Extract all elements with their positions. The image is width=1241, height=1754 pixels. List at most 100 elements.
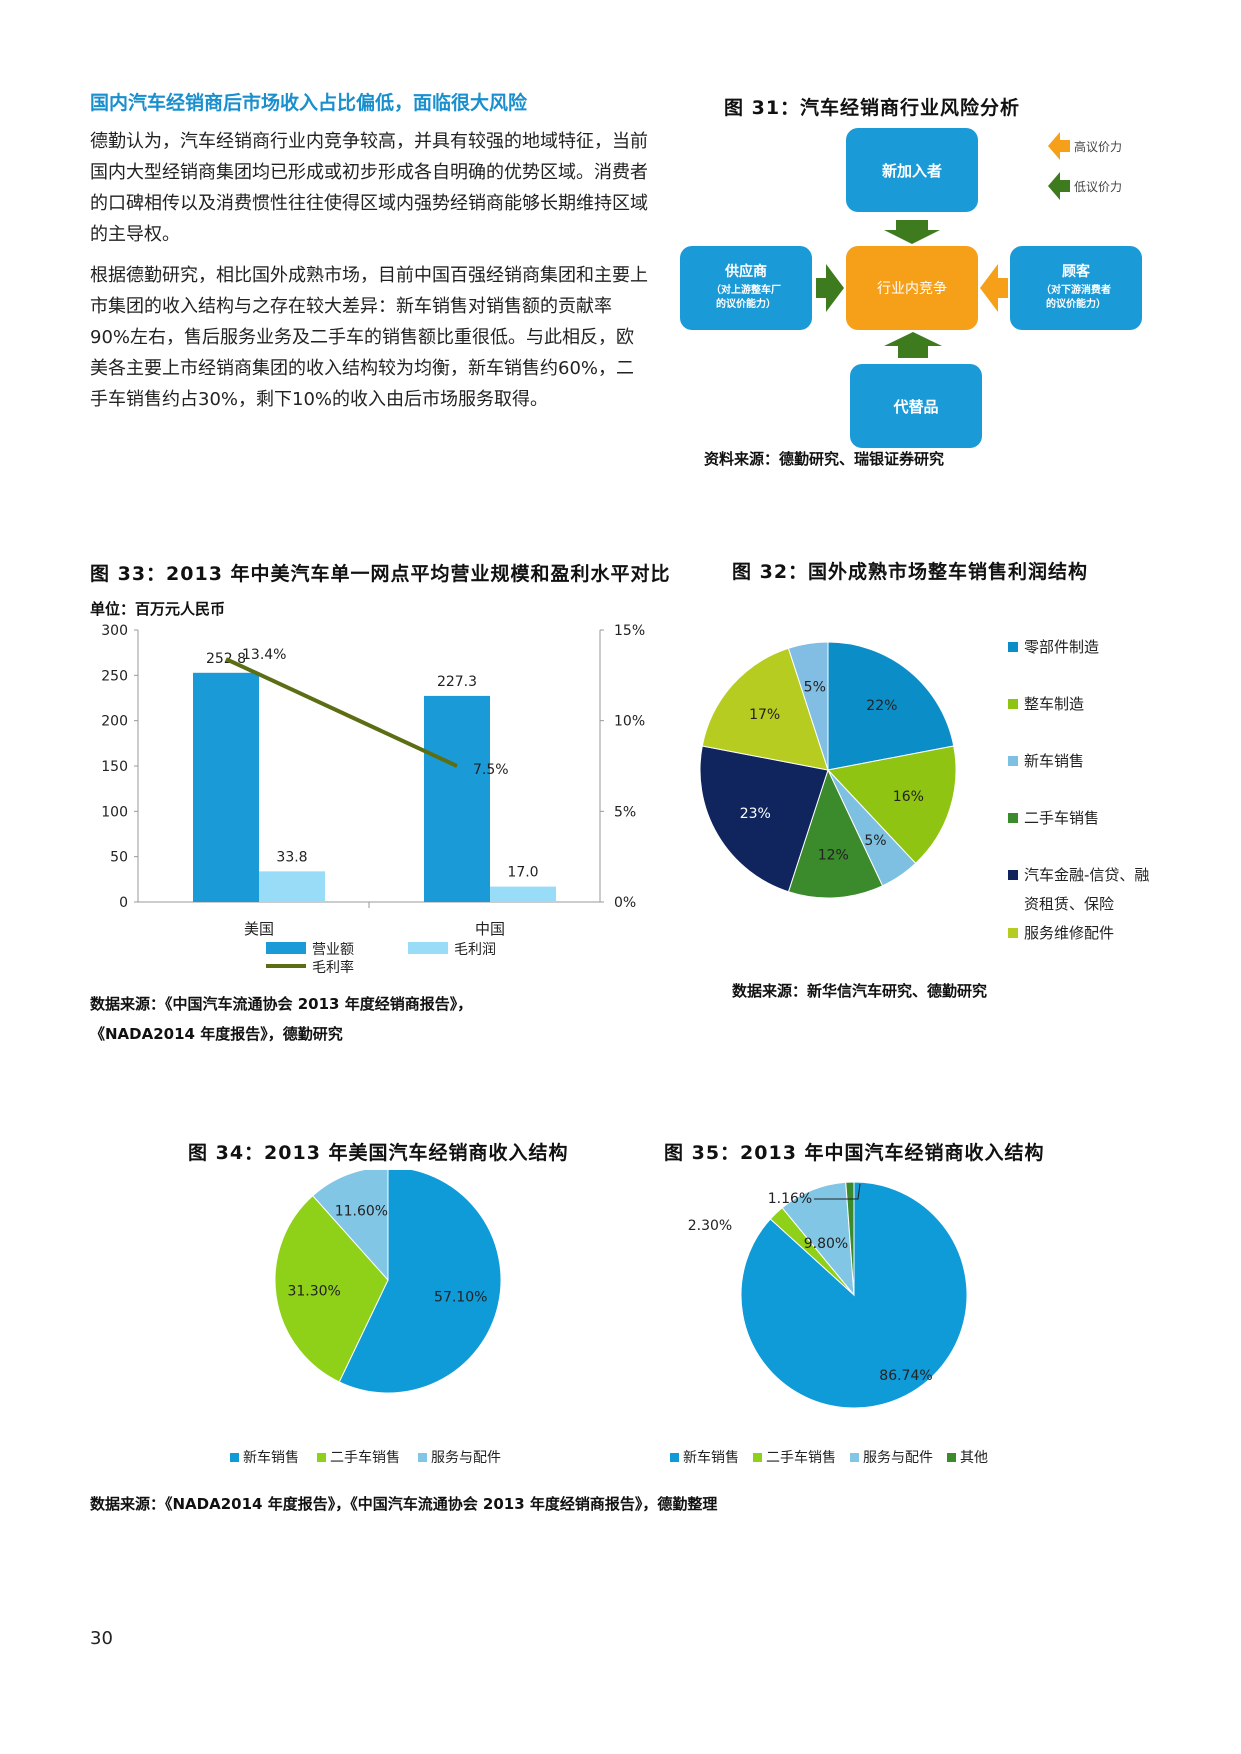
pie-label: 57.10% <box>434 1289 487 1305</box>
legend-swatch <box>670 1453 679 1462</box>
pie-slice <box>845 1181 855 1296</box>
y2-tick-label: 10% <box>614 714 645 730</box>
fig34-chart: 57.10% 31.30% 11.60% 新车销售 二手车销售 服务与配件 <box>230 1170 502 1466</box>
box-new-entrants <box>846 128 978 212</box>
y-tick-label: 300 <box>101 623 128 639</box>
paragraph-2: 根据德勤研究，相比国外成熟市场，目前中国百强经销商集团和主要上市集团的收入结构与… <box>90 265 648 410</box>
svg-text:顾客: 顾客 <box>1062 263 1091 280</box>
legend-swatch <box>1008 928 1018 938</box>
box-competition <box>846 246 978 330</box>
bar-revenue <box>424 695 490 902</box>
legend-label-margin: 毛利率 <box>312 959 354 976</box>
legend-swatch <box>230 1453 239 1462</box>
pie-label: 1.16% <box>768 1191 812 1207</box>
bar-label: 227.3 <box>437 674 477 690</box>
legend-swatch <box>1008 813 1018 823</box>
pie-label: 11.60% <box>335 1203 388 1219</box>
text-competition: 行业内竞争 <box>877 280 947 297</box>
pie-label: 9.80% <box>804 1236 848 1252</box>
legend-label: 整车制造 <box>1024 695 1084 713</box>
category-label: 美国 <box>244 920 274 938</box>
legend-low-arrow-icon <box>1048 172 1070 200</box>
legend-swatch <box>753 1453 762 1462</box>
fig33-source-2: 《NADA2014 年度报告》，德勤研究 <box>90 1025 343 1043</box>
category-label: 中国 <box>475 920 505 938</box>
legend-label: 新车销售 <box>1024 752 1084 770</box>
bar-label: 33.8 <box>276 849 307 865</box>
svg-text:的议价能力）: 的议价能力） <box>716 297 776 310</box>
fig35-title: 图 35：2013 年中国汽车经销商收入结构 <box>664 1142 1045 1164</box>
fig35-chart: 86.74% 2.30% 9.80% 1.16% 新车销售 二手车销售 服务与配件 其他 <box>670 1181 988 1466</box>
bar-label: 17.0 <box>507 865 538 881</box>
fig32-source: 数据来源：新华信汽车研究、德勤研究 <box>732 982 988 1000</box>
fig34-title: 图 34：2013 年美国汽车经销商收入结构 <box>188 1142 569 1164</box>
legend-label: 服务维修配件 <box>1024 924 1114 942</box>
fig33-chart: 0501001502002503000%5%10%15%252.833.8美国2… <box>101 623 645 976</box>
box-customers <box>1010 246 1142 330</box>
arrow-up-icon <box>884 332 942 358</box>
bottom-source: 数据来源：《NADA2014 年度报告》，《中国汽车流通协会 2013 年度经销… <box>90 1495 718 1513</box>
y2-tick-label: 15% <box>614 623 645 639</box>
legend-swatch <box>850 1453 859 1462</box>
legend-high-arrow-icon <box>1048 132 1070 160</box>
legend-swatch <box>1008 870 1018 880</box>
bar-profit <box>490 886 556 902</box>
y-tick-label: 250 <box>101 668 128 684</box>
pie-label: 5% <box>804 680 826 696</box>
leader-line <box>814 1183 861 1200</box>
pie-label: 5% <box>864 833 886 849</box>
fig33-unit: 单位：百万元人民币 <box>90 600 226 618</box>
legend-label: 二手车销售 <box>766 1449 836 1466</box>
pie-label: 17% <box>749 707 780 723</box>
pie-label: 86.74% <box>879 1368 932 1384</box>
legend-label: 资租赁、保险 <box>1024 895 1114 913</box>
y-tick-label: 0 <box>119 895 128 911</box>
pie-label: 16% <box>893 789 924 805</box>
line-label: 7.5% <box>473 762 509 778</box>
pie-label: 22% <box>866 698 897 714</box>
paragraph-1: 德勤认为，汽车经销商行业内竞争较高，并具有较强的地域特征，当前国内大型经销商集团… <box>90 131 648 245</box>
body-text: 德勤认为，汽车经销商行业内竞争较高，并具有较强的地域特征，当前国内大型经销商集团… <box>90 126 650 425</box>
pie-slice <box>274 1195 389 1383</box>
legend-label: 新车销售 <box>683 1449 739 1466</box>
fig31-title: 图 31：汽车经销商行业风险分析 <box>724 97 1021 119</box>
legend-label: 服务与配件 <box>863 1450 933 1466</box>
y-tick-label: 150 <box>101 759 128 775</box>
pie-label: 2.30% <box>688 1218 732 1234</box>
bar-profit <box>259 871 325 902</box>
pie-slice <box>787 768 884 899</box>
section-heading: 国内汽车经销商后市场收入占比偏低，面临很大风险 <box>90 92 528 114</box>
pie-slice <box>701 647 829 771</box>
arrow-right-icon <box>816 264 844 312</box>
svg-text:供应商: 供应商 <box>724 263 767 280</box>
fig33-source-1: 数据来源：《中国汽车流通协会 2013 年度经销商报告》， <box>90 995 473 1013</box>
line-label: 13.4% <box>242 647 286 663</box>
svg-text:高议价力: 高议价力 <box>1074 139 1122 154</box>
svg-text:低议价力: 低议价力 <box>1074 180 1122 194</box>
pie-slice <box>338 1170 502 1394</box>
margin-line <box>225 657 458 768</box>
text-new-entrants: 新加入者 <box>882 162 942 180</box>
y2-tick-label: 0% <box>614 895 636 911</box>
pie-slice <box>699 745 829 893</box>
arrow-down-icon <box>884 220 940 244</box>
legend-label-profit: 毛利润 <box>454 942 496 958</box>
legend-label: 零部件制造 <box>1024 638 1099 656</box>
fig31-diagram: 新加入者 供应商 （对上游整车厂 的议价能力） 行业内竞争 顾客 （对下游消费者… <box>680 128 1142 448</box>
legend-label: 新车销售 <box>243 1449 299 1466</box>
fig32-title: 图 32：国外成熟市场整车销售利润结构 <box>732 561 1089 583</box>
legend-label: 服务与配件 <box>431 1450 501 1466</box>
pie-slice <box>827 745 957 865</box>
pie-label: 31.30% <box>287 1284 340 1300</box>
pie-slice <box>827 641 955 771</box>
box-substitutes <box>850 364 982 448</box>
y-tick-label: 200 <box>101 714 128 730</box>
legend-label: 二手车销售 <box>1024 809 1099 827</box>
legend-label: 其他 <box>960 1450 988 1466</box>
arrow-left-icon <box>980 264 1008 312</box>
pie-slice <box>787 641 829 771</box>
legend-swatch <box>1008 642 1018 652</box>
legend-swatch <box>1008 756 1018 766</box>
legend-swatch-revenue <box>266 942 306 954</box>
page-number: 30 <box>90 1628 113 1649</box>
